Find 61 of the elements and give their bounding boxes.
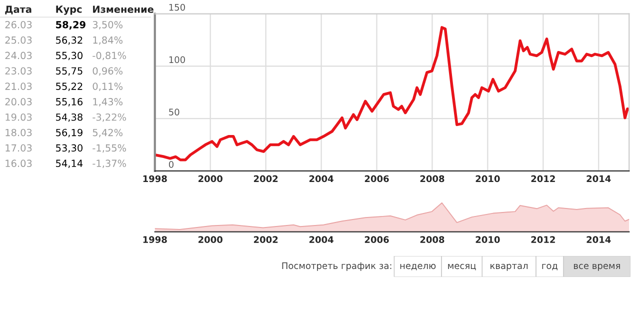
x-tick-label: 2012 <box>531 236 555 243</box>
text: 25.03 <box>5 36 32 44</box>
x-tick-label: 2010 <box>476 236 500 243</box>
x-tick-label: 2004 <box>309 236 334 243</box>
text: 17.03 <box>6 144 32 152</box>
x-tick-label: 2012 <box>531 175 555 182</box>
x-tick-label: 1998 <box>143 175 167 182</box>
text: Дата <box>5 6 32 14</box>
x-tick-label: 2014 <box>586 175 611 182</box>
x-tick-label: 2002 <box>254 236 278 243</box>
text: 21.03 <box>5 82 32 90</box>
text: 56,32 <box>56 36 82 45</box>
text: 53,30 <box>56 144 82 153</box>
text: 54,14 <box>56 160 83 168</box>
text: Изменение <box>93 6 154 13</box>
text: 0,11% <box>92 82 123 91</box>
x-tick-label: 2002 <box>254 175 278 182</box>
text: 3,50% <box>92 20 123 30</box>
x-tick-label: 2014 <box>586 236 611 243</box>
text: 54,38 <box>56 113 82 122</box>
y-tick-label: 50 <box>169 108 180 116</box>
x-tick-label: 2008 <box>420 175 444 182</box>
text: год <box>542 264 558 270</box>
y-tick-label: 0 <box>168 161 174 168</box>
text: 5,42% <box>92 128 123 138</box>
text: 58,29 <box>56 20 86 30</box>
text: Курс <box>56 6 82 15</box>
x-tick-label: 2000 <box>198 236 222 243</box>
text: 56,19 <box>56 128 82 138</box>
text: -1,37% <box>92 160 126 168</box>
y-tick-label: 100 <box>169 56 185 64</box>
text: 23.03 <box>5 67 32 75</box>
text: 24.03 <box>5 52 32 60</box>
x-tick-label: 2004 <box>309 175 334 182</box>
text: -1,55% <box>92 144 126 153</box>
text: Посмотреть график за: <box>282 262 392 271</box>
text: все время <box>574 264 620 271</box>
x-tick-label: 1998 <box>143 236 167 243</box>
text: 55,16 <box>56 98 83 106</box>
text: 18.03 <box>6 128 32 136</box>
text: квартал <box>490 264 528 271</box>
x-tick-label: 2008 <box>420 236 444 243</box>
text: 1,84% <box>93 36 123 45</box>
text: 26.03 <box>5 20 32 28</box>
text: 55,30 <box>56 52 82 60</box>
text: 19.03 <box>6 113 32 121</box>
text: 20.03 <box>5 98 32 106</box>
text: -0,81% <box>92 52 126 60</box>
text: неделю <box>400 264 436 270</box>
text: 1,43% <box>93 98 123 106</box>
x-tick-label: 2000 <box>198 175 222 182</box>
text: -3,22% <box>92 113 126 122</box>
y-tick-label: 150 <box>169 4 185 11</box>
x-tick-label: 2010 <box>476 175 500 182</box>
text: 0,96% <box>92 67 123 76</box>
text: 55,22 <box>56 82 82 91</box>
x-tick-label: 2006 <box>364 175 389 182</box>
x-tick-label: 2006 <box>364 236 389 243</box>
text: 16.03 <box>6 160 32 168</box>
text: 55,75 <box>56 67 82 76</box>
text: месяц <box>448 264 476 270</box>
